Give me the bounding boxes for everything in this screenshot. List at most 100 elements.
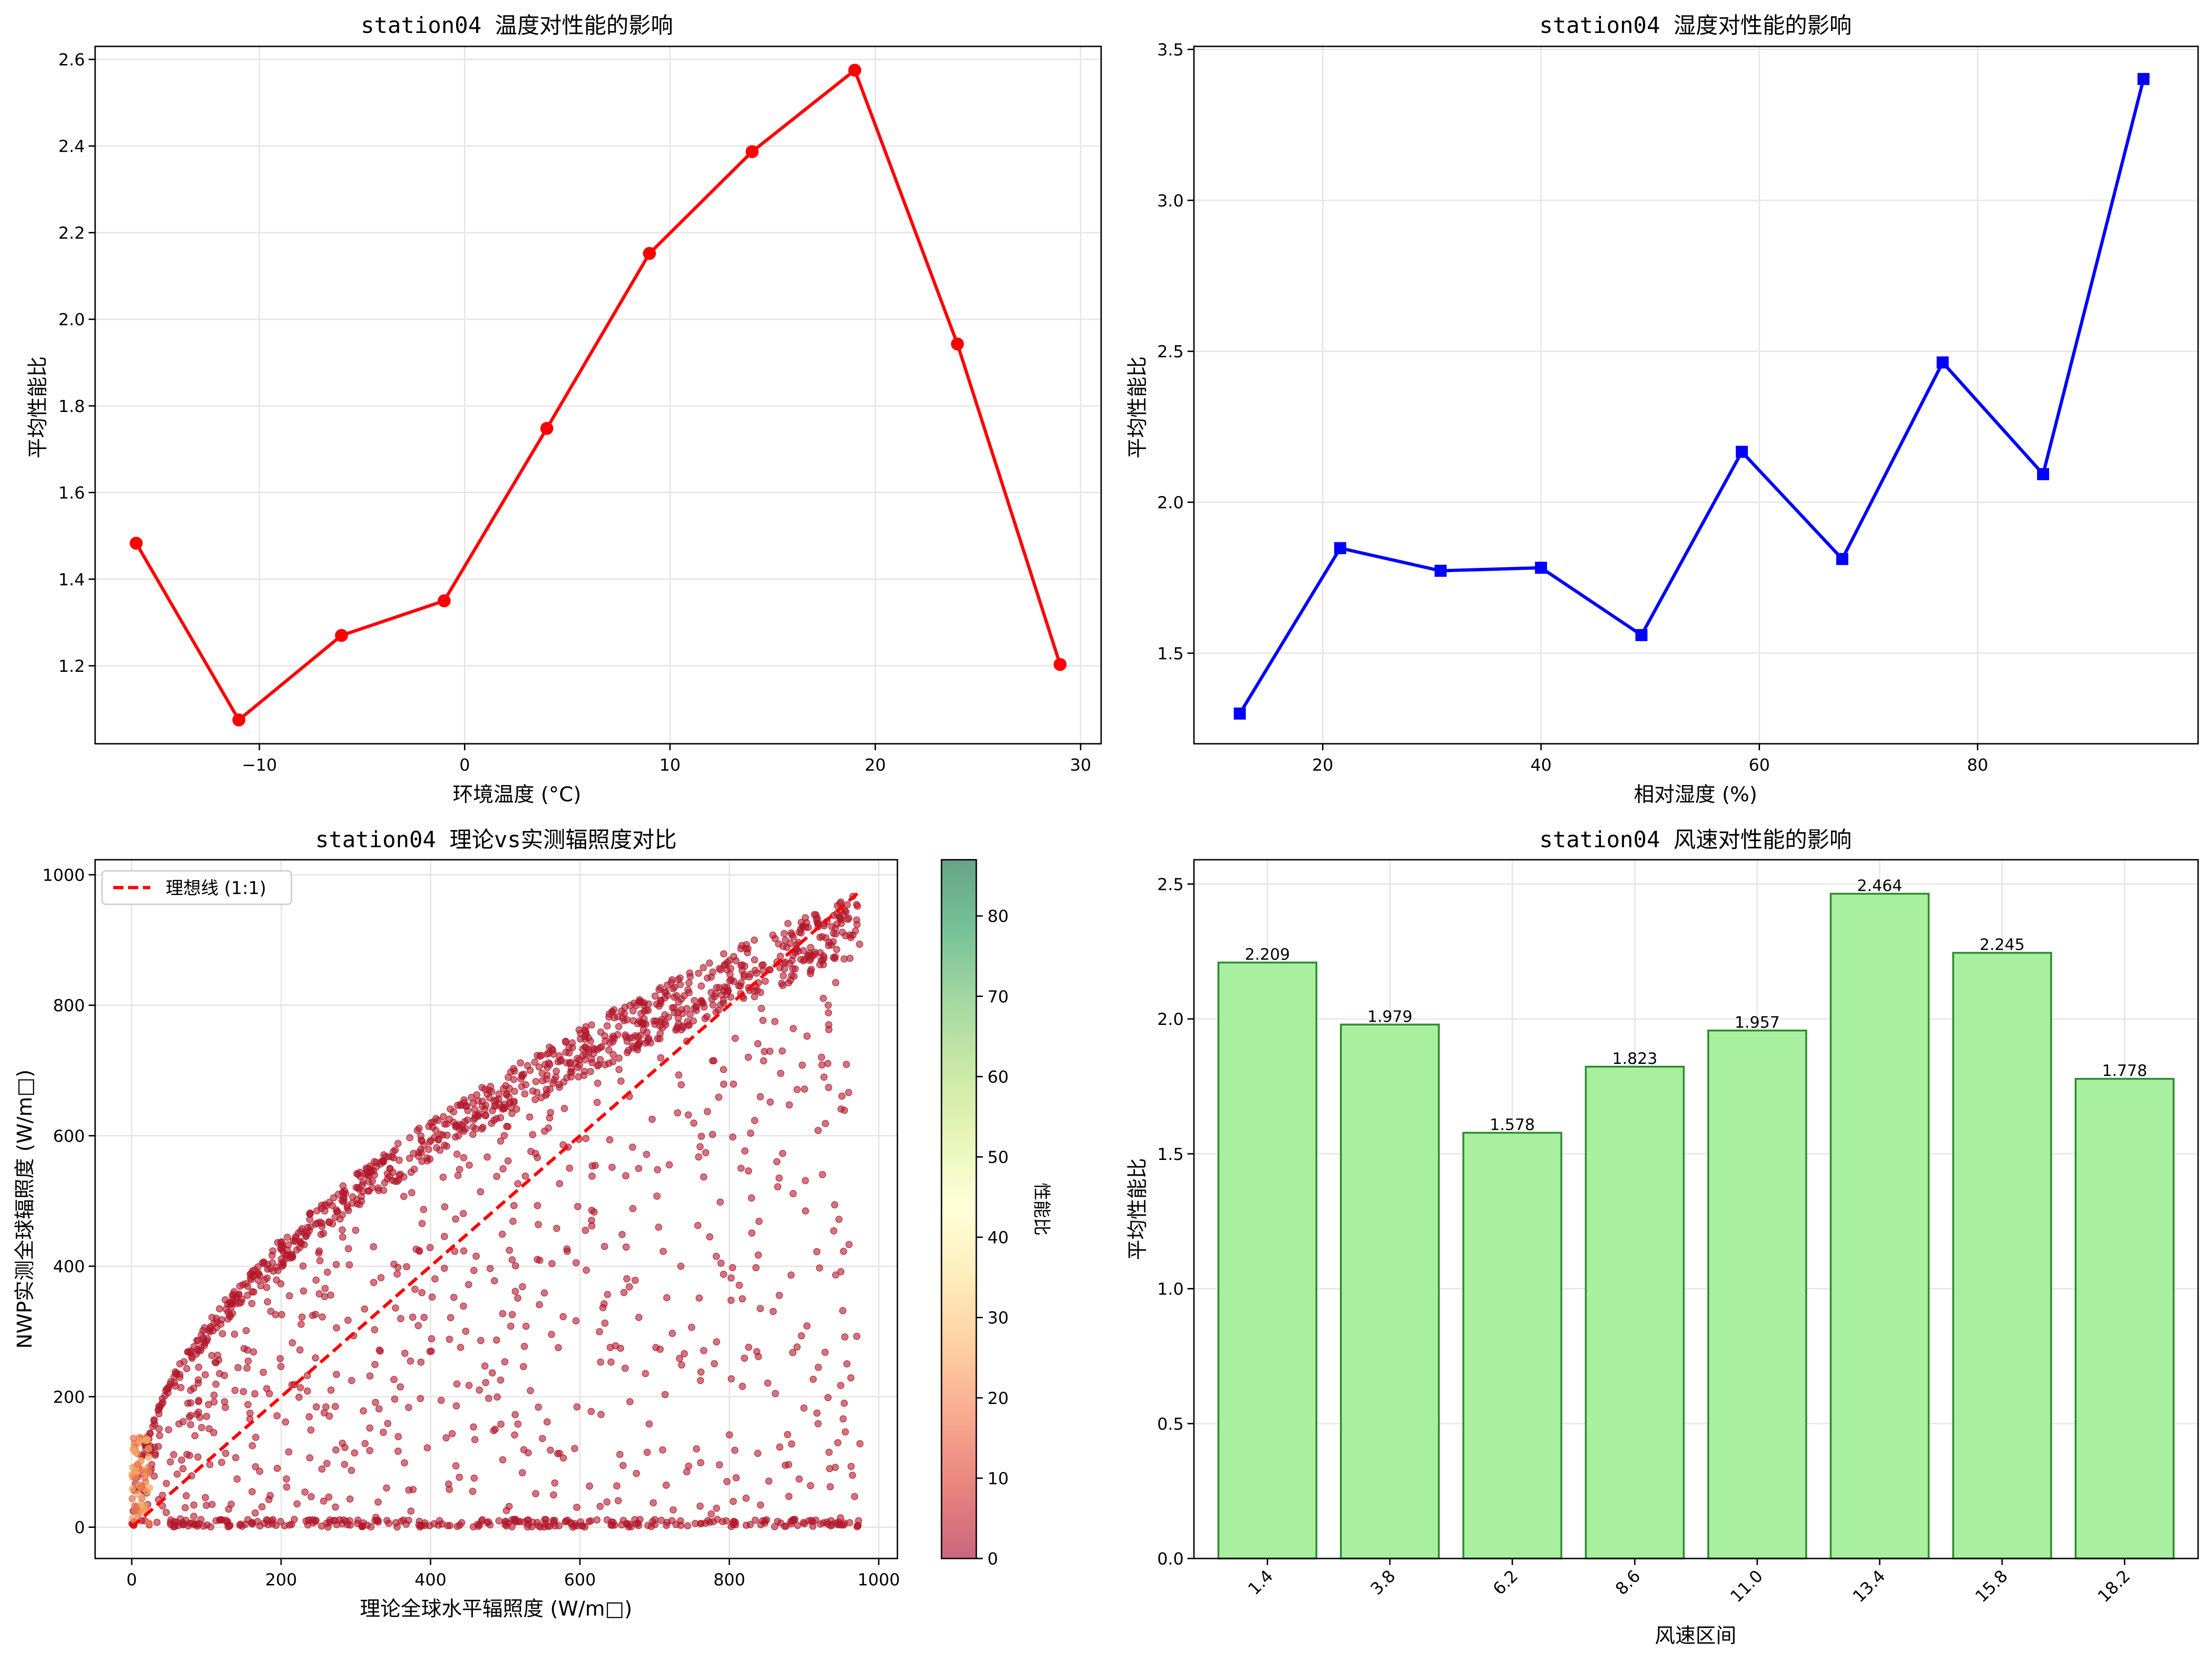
scatter-point — [179, 1465, 187, 1473]
scatter-point — [200, 1334, 207, 1341]
scatter-point — [407, 1507, 415, 1515]
scatter-point — [520, 1070, 528, 1078]
scatter-point — [601, 1037, 609, 1045]
irradiance-chart-ylabel: NWP实测全球辐照度 (W/m□) — [13, 1069, 37, 1349]
scatter-point — [307, 1493, 315, 1500]
scatter-point — [339, 1182, 347, 1190]
scatter-point — [301, 1488, 309, 1496]
scatter-point — [393, 1523, 401, 1531]
scatter-point — [424, 1444, 431, 1452]
scatter-point — [841, 1107, 848, 1114]
scatter-point — [534, 1202, 542, 1210]
scatter-point — [477, 1188, 484, 1196]
series-line — [135, 68, 1062, 722]
scatter-point — [306, 1211, 314, 1218]
scatter-point — [346, 1521, 354, 1529]
data-point-marker — [1334, 542, 1347, 554]
scatter-point — [383, 1517, 391, 1524]
scatter-point — [360, 1407, 367, 1415]
scatter-point — [178, 1456, 186, 1464]
scatter-point — [514, 1420, 522, 1428]
scatter-point — [499, 1456, 507, 1464]
scatter-point — [720, 1066, 728, 1073]
scatter-point — [805, 953, 812, 960]
data-point-marker — [2137, 73, 2150, 85]
scatter-point — [690, 1119, 697, 1127]
scatter-point — [440, 1233, 448, 1240]
scatter-point — [654, 1035, 661, 1043]
scatter-point — [524, 1520, 532, 1528]
scatter-point — [847, 1462, 855, 1470]
scatter-point — [531, 1096, 539, 1103]
scatter-point — [439, 1113, 447, 1121]
ideal-line — [130, 889, 861, 1529]
scatter-point — [208, 1500, 216, 1508]
scatter-point — [191, 1432, 199, 1440]
scatter-point — [219, 1330, 226, 1338]
scatter-point — [401, 1349, 409, 1357]
scatter-point — [506, 1247, 513, 1254]
scatter-point — [499, 1165, 507, 1172]
scatter-point — [661, 1018, 669, 1026]
scatter-point — [221, 1398, 228, 1405]
scatter-point — [475, 1522, 482, 1530]
scatter-point — [537, 1051, 545, 1059]
scatter-point — [830, 1227, 838, 1235]
data-point-marker — [951, 337, 964, 351]
scatter-point — [617, 1077, 625, 1085]
scatter-point — [603, 1498, 611, 1506]
scatter-point — [225, 1505, 232, 1513]
scatter-point — [706, 959, 713, 967]
scatter-point — [548, 1260, 556, 1268]
scatter-point — [345, 1245, 352, 1253]
scatter-point — [556, 1180, 563, 1187]
scatter-point — [856, 1440, 864, 1448]
scatter-point — [697, 1459, 704, 1467]
scatter-point — [669, 985, 677, 993]
scatter-point — [840, 1248, 847, 1255]
x-tick-label: 11.0 — [1727, 1566, 1767, 1606]
scatter-point — [507, 1104, 515, 1112]
scatter-point — [801, 1177, 809, 1185]
scatter-point — [242, 1327, 250, 1334]
scatter-point — [740, 973, 748, 981]
scatter-point — [218, 1459, 226, 1466]
scatter-point — [332, 1206, 340, 1214]
scatter-point — [832, 924, 839, 932]
scatter-point — [619, 1462, 627, 1469]
irradiance-chart-title: station04 理论vs实测辐照度对比 — [316, 827, 677, 853]
scatter-point — [444, 1522, 451, 1529]
data-point-marker — [540, 422, 554, 435]
scatter-point — [306, 1454, 314, 1462]
scatter-point — [521, 1090, 529, 1098]
scatter-point — [814, 1364, 822, 1371]
scatter-point — [511, 1288, 519, 1295]
scatter-point — [482, 1112, 490, 1120]
humidity-chart-grid — [1194, 46, 2198, 744]
scatter-point — [463, 1102, 471, 1110]
scatter-point — [318, 1313, 326, 1321]
scatter-point — [825, 1026, 833, 1033]
colorbar-tick-label: 70 — [987, 987, 1009, 1006]
scatter-point — [443, 1142, 451, 1150]
scatter-point — [573, 1503, 580, 1511]
scatter-point — [535, 1403, 542, 1411]
y-tick-label: 0 — [74, 1519, 85, 1538]
scatter-point — [366, 1424, 374, 1432]
scatter-point — [184, 1399, 192, 1407]
scatter-point — [645, 1006, 652, 1014]
scatter-point — [400, 1173, 407, 1181]
scatter-point — [563, 1074, 571, 1082]
scatter-point — [745, 1167, 752, 1175]
scatter-point — [162, 1480, 170, 1488]
scatter-point — [278, 1311, 285, 1319]
scatter-point — [445, 1480, 452, 1488]
scatter-point — [248, 1442, 256, 1449]
scatter-point — [177, 1384, 185, 1391]
scatter-point — [309, 1519, 317, 1527]
scatter-point — [756, 1305, 764, 1313]
scatter-point — [376, 1347, 384, 1355]
y-tick-label: 1.4 — [58, 570, 85, 589]
scatter-point — [776, 1443, 784, 1451]
scatter-point — [296, 1346, 304, 1354]
